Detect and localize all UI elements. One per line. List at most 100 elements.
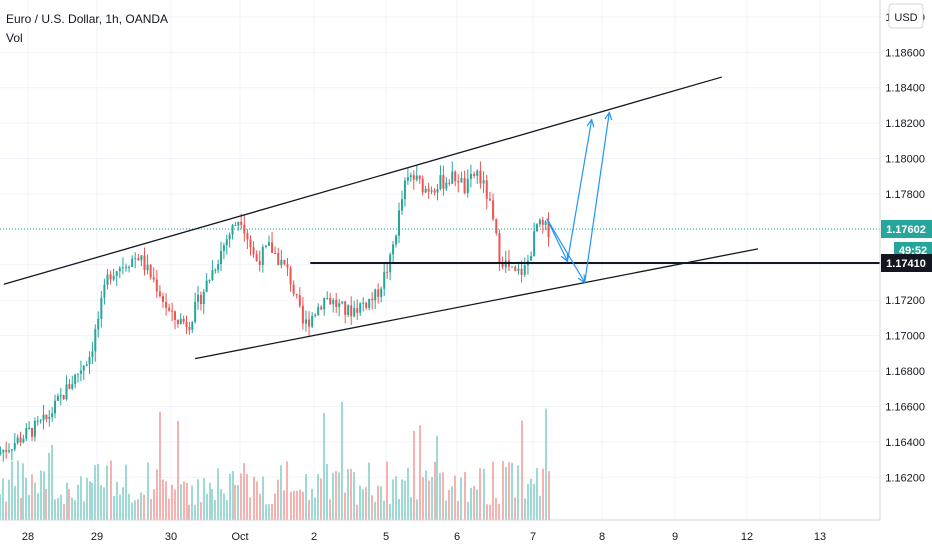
volume-bar	[527, 484, 529, 520]
candle-body	[143, 255, 146, 271]
x-tick-label: 7	[530, 531, 536, 543]
candle-body	[39, 420, 42, 422]
candle-body	[94, 329, 97, 352]
volume-bar	[365, 487, 367, 520]
y-tick-label: 1.18200	[885, 118, 925, 130]
volume-bar	[277, 479, 279, 520]
candle-body	[445, 182, 448, 189]
candle-body	[71, 384, 74, 389]
arrow-first-drop	[546, 218, 569, 262]
candle-body	[45, 414, 48, 419]
candle-body	[13, 443, 16, 450]
volume-bar	[308, 499, 310, 520]
volume-bar	[5, 501, 7, 520]
volume-bar	[539, 495, 541, 520]
volume-bar	[386, 461, 388, 520]
current-price-value: 1.17602	[886, 224, 926, 236]
volume-bar	[113, 495, 115, 520]
volume-bar	[11, 461, 13, 520]
time-scale[interactable]	[0, 520, 932, 550]
volume-bar	[0, 494, 1, 520]
currency-button[interactable]	[888, 3, 924, 29]
volume-bar	[249, 497, 251, 520]
candle-body	[412, 175, 415, 180]
candle-body	[68, 384, 71, 389]
volume-bar	[335, 471, 337, 520]
candle-body	[523, 265, 526, 275]
volume-bar	[498, 504, 500, 520]
volume-bar	[165, 481, 167, 520]
volume-bar	[548, 471, 550, 520]
volume-bar	[94, 465, 96, 520]
volume-bar	[404, 480, 406, 520]
candle-body	[326, 297, 329, 299]
candle-body	[115, 271, 118, 276]
candle-body	[530, 256, 533, 261]
candle-body	[320, 306, 323, 310]
candle-body	[311, 315, 314, 327]
price-scale[interactable]	[880, 0, 932, 550]
volume-bar	[119, 494, 121, 520]
candle-body	[298, 295, 301, 306]
volume-bar	[374, 501, 376, 520]
volume-bar	[314, 497, 316, 520]
volume-bar	[368, 462, 370, 520]
volume-bar	[45, 488, 47, 520]
candle-body	[353, 308, 356, 317]
volume-bar	[122, 487, 124, 520]
volume-bar	[226, 500, 228, 520]
volume-bar	[341, 401, 343, 520]
candle-body	[301, 305, 304, 324]
volume-bar	[177, 420, 179, 520]
volume-bar	[37, 493, 39, 520]
x-tick-label: 8	[599, 531, 605, 543]
volume-bar	[271, 503, 273, 520]
candle-body	[374, 289, 377, 301]
level-price-tag	[881, 254, 932, 272]
candle-body	[368, 298, 371, 308]
candle-body	[332, 299, 335, 305]
x-tick-label: 29	[91, 531, 103, 543]
volume-bar	[479, 468, 481, 520]
volume-bar	[502, 460, 504, 520]
candle-body	[323, 298, 326, 310]
candle-body	[436, 189, 439, 193]
volume-bar	[57, 498, 59, 520]
candle-body	[33, 420, 36, 437]
candle-body	[185, 321, 188, 328]
volume-bar	[86, 477, 88, 520]
candle-body	[118, 267, 121, 272]
candle-body	[377, 289, 380, 297]
x-tick-label: 13	[814, 531, 826, 543]
volume-bar	[265, 504, 267, 520]
volume-bar	[188, 504, 190, 520]
volume-bar	[332, 472, 334, 520]
volume-bar	[508, 462, 510, 520]
volume-bar	[329, 499, 331, 520]
volume-bar	[280, 465, 282, 520]
candle-body	[225, 239, 228, 246]
volume-bar	[256, 481, 258, 520]
candle-body	[140, 255, 143, 261]
volume-bar	[505, 467, 507, 520]
volume-bar	[60, 494, 62, 520]
volume-bar	[311, 488, 313, 520]
volume-bar	[413, 430, 415, 520]
y-tick-label: 1.17800	[885, 189, 925, 201]
candle-body	[106, 274, 109, 285]
volume-bar	[511, 462, 513, 520]
candle-body	[62, 395, 65, 400]
volume-bar	[290, 491, 292, 520]
volume-bar	[128, 493, 130, 520]
y-tick-label: 1.16400	[885, 437, 925, 449]
arrow-first-rise	[566, 119, 593, 262]
candle-body	[252, 247, 255, 255]
volume-label: Vol	[6, 31, 23, 45]
volume-bar	[293, 490, 295, 520]
volume-bar	[214, 499, 216, 520]
volume-bar	[524, 498, 526, 520]
volume-bar	[103, 487, 105, 520]
candle-body	[280, 259, 283, 266]
candle-body	[202, 292, 205, 305]
